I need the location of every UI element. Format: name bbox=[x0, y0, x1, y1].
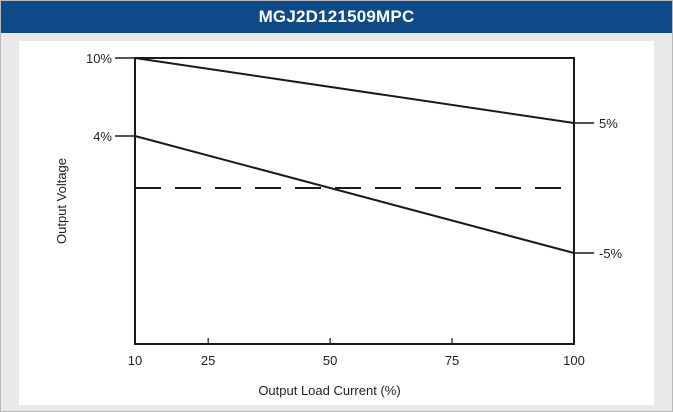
series-line-2 bbox=[134, 135, 575, 254]
y-tick-label-left: 4% bbox=[93, 129, 112, 144]
x-tick-label: 10 bbox=[128, 353, 142, 368]
plot-frame bbox=[134, 57, 575, 345]
y-tick-label-left: 10% bbox=[86, 51, 112, 66]
y-axis-label: Output Voltage bbox=[54, 158, 69, 244]
x-tick-label: 50 bbox=[323, 353, 337, 368]
x-tick-label: 25 bbox=[201, 353, 215, 368]
x-tick-label: 100 bbox=[563, 353, 585, 368]
chart-area: 10 25 50 75 100 10% 4% 5% -5% Output Load Current… bbox=[19, 41, 654, 405]
y-tick-label-right: -5% bbox=[599, 246, 623, 261]
x-tick-label: 75 bbox=[445, 353, 459, 368]
y-tick-label-right: 5% bbox=[599, 116, 618, 131]
series-line-1 bbox=[134, 57, 575, 124]
x-axis-label: Output Load Current (%) bbox=[258, 383, 400, 398]
line-chart: 10 25 50 75 100 10% 4% 5% -5% Output Load Current… bbox=[54, 51, 623, 398]
chart-title: MGJ2D121509MPC bbox=[1, 1, 672, 33]
